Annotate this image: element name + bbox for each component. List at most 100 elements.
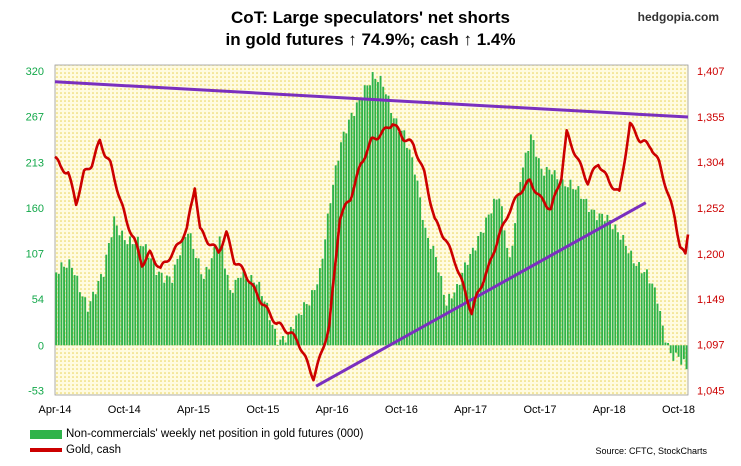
bar	[622, 234, 625, 346]
brand-label: hedgopia.com	[637, 10, 719, 24]
x-tick-label: Oct-16	[385, 404, 418, 416]
trendline	[315, 201, 647, 388]
bar	[395, 118, 398, 346]
bar	[173, 264, 176, 346]
bar	[456, 283, 458, 346]
bar	[118, 235, 121, 346]
bar	[194, 257, 197, 346]
bar	[313, 290, 316, 346]
bar	[659, 310, 662, 346]
bar	[163, 282, 166, 346]
bar	[105, 254, 108, 346]
bar	[176, 258, 179, 346]
bar	[640, 273, 643, 346]
bar	[202, 278, 205, 346]
bar	[184, 236, 187, 346]
bar	[165, 275, 168, 346]
bar	[392, 118, 395, 346]
bar	[308, 305, 311, 346]
bar	[247, 283, 250, 346]
bar	[635, 265, 638, 346]
bar	[482, 232, 485, 346]
bar	[461, 272, 464, 346]
bar	[274, 328, 277, 346]
bar	[305, 304, 308, 346]
bar	[537, 158, 540, 346]
bar	[371, 72, 374, 346]
bar	[84, 297, 87, 346]
bar	[342, 131, 345, 346]
bar	[616, 232, 619, 346]
bar	[295, 315, 298, 346]
bar	[416, 180, 419, 346]
bar	[253, 282, 255, 346]
bar	[361, 97, 364, 346]
bar	[556, 179, 559, 346]
bar	[540, 168, 543, 346]
bar	[427, 237, 429, 346]
legend-item-bars: Non-commercials' weekly net position in …	[30, 426, 364, 442]
bar	[152, 260, 155, 346]
bar	[139, 245, 142, 346]
bar	[506, 247, 509, 346]
bar	[363, 85, 366, 346]
bar	[86, 311, 89, 346]
bar	[123, 240, 126, 346]
bar	[529, 134, 532, 346]
bar	[71, 267, 73, 346]
bar	[316, 284, 319, 346]
bar	[585, 198, 588, 346]
bar	[89, 301, 92, 346]
bar	[561, 179, 564, 346]
bar	[55, 272, 58, 346]
bar	[366, 85, 369, 346]
bar	[263, 301, 266, 346]
bar	[527, 151, 530, 346]
right-tick-label: 1,149	[697, 294, 725, 306]
bar	[667, 342, 669, 346]
right-tick-label: 1,200	[697, 249, 725, 261]
plot-background	[54, 64, 689, 396]
bar	[682, 345, 685, 360]
bar	[614, 224, 617, 346]
left-tick-label: 160	[26, 203, 44, 215]
bar	[374, 78, 377, 346]
bar	[268, 320, 271, 346]
bar	[516, 195, 519, 346]
bar	[234, 279, 237, 346]
bar	[398, 132, 400, 346]
bar	[289, 326, 292, 346]
axes: -53 0 54 107 160 213 267 320 1,045 1,097 1,149 1,20…	[26, 66, 725, 416]
bar	[495, 199, 498, 346]
left-tick-label: 0	[38, 340, 44, 352]
bar	[400, 130, 403, 346]
bar	[107, 243, 110, 346]
bar	[276, 345, 279, 346]
bar	[643, 272, 646, 346]
bar	[458, 284, 461, 346]
left-tick-label: -53	[28, 386, 44, 398]
bar	[522, 167, 524, 346]
bar	[200, 274, 203, 346]
x-tick-label: Apr-15	[177, 404, 210, 416]
bar	[208, 269, 211, 346]
bar	[284, 342, 287, 346]
bar	[81, 296, 84, 346]
bar	[490, 213, 493, 346]
bar	[110, 237, 113, 346]
bar	[78, 292, 81, 346]
bar	[245, 278, 247, 346]
bar	[144, 244, 147, 346]
bar	[63, 266, 66, 346]
bar	[332, 184, 335, 346]
bar	[321, 258, 324, 346]
bar	[181, 238, 184, 346]
bar	[435, 257, 437, 346]
bar	[147, 257, 150, 346]
bar	[661, 325, 664, 346]
bar	[326, 213, 329, 346]
left-tick-label: 107	[26, 249, 44, 261]
bar	[379, 75, 382, 346]
bar	[498, 198, 501, 346]
